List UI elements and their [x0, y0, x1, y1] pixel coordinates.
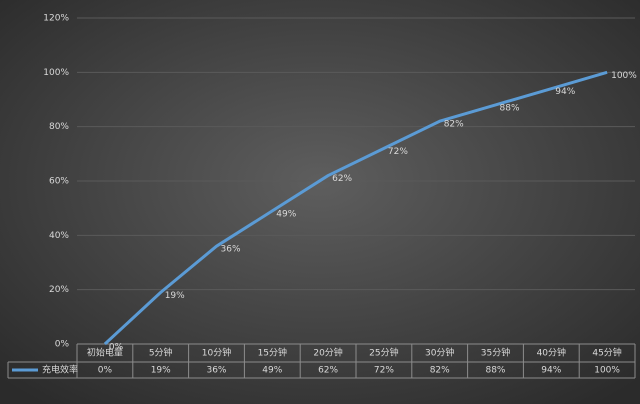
x-tick-label: 10分钟: [202, 347, 231, 359]
table-value: 36%: [206, 366, 226, 376]
x-tick-label: 25分钟: [369, 347, 398, 359]
table-value: 82%: [430, 366, 450, 376]
x-tick-label: 35分钟: [481, 347, 510, 359]
table-value: 88%: [485, 366, 505, 376]
table-value: 19%: [151, 366, 171, 376]
x-tick-label: 30分钟: [425, 347, 454, 359]
x-tick-label: 5分钟: [149, 347, 173, 359]
table-value: 100%: [594, 366, 620, 376]
y-tick-label: 120%: [43, 14, 69, 24]
table-value: 62%: [318, 366, 338, 376]
y-tick-label: 100%: [43, 68, 69, 78]
data-label: 36%: [221, 245, 241, 255]
x-tick-label: 初始电量: [87, 347, 123, 359]
table-value: 0%: [98, 366, 113, 376]
y-tick-label: 20%: [49, 285, 69, 295]
legend-label: 充电效率: [42, 364, 78, 376]
data-label: 88%: [500, 103, 520, 113]
data-label: 100%: [611, 71, 637, 81]
x-tick-label: 40分钟: [537, 347, 566, 359]
data-label: 0%: [109, 343, 124, 353]
table-value: 94%: [541, 366, 561, 376]
data-label: 72%: [388, 147, 408, 157]
table-value: 49%: [262, 366, 282, 376]
table-value: 72%: [374, 366, 394, 376]
series-line: [103, 70, 608, 346]
y-tick-label: 80%: [49, 122, 69, 132]
data-label: 49%: [276, 209, 296, 219]
x-tick-label: 20分钟: [313, 347, 342, 359]
y-tick-label: 40%: [49, 231, 69, 241]
data-label: 82%: [444, 120, 464, 130]
x-tick-label: 45分钟: [592, 347, 621, 359]
data-label: 19%: [165, 291, 185, 301]
data-label: 94%: [555, 87, 575, 97]
y-tick-label: 0%: [55, 340, 70, 350]
x-tick-label: 15分钟: [258, 347, 287, 359]
y-tick-label: 60%: [49, 177, 69, 187]
data-label: 62%: [332, 174, 352, 184]
